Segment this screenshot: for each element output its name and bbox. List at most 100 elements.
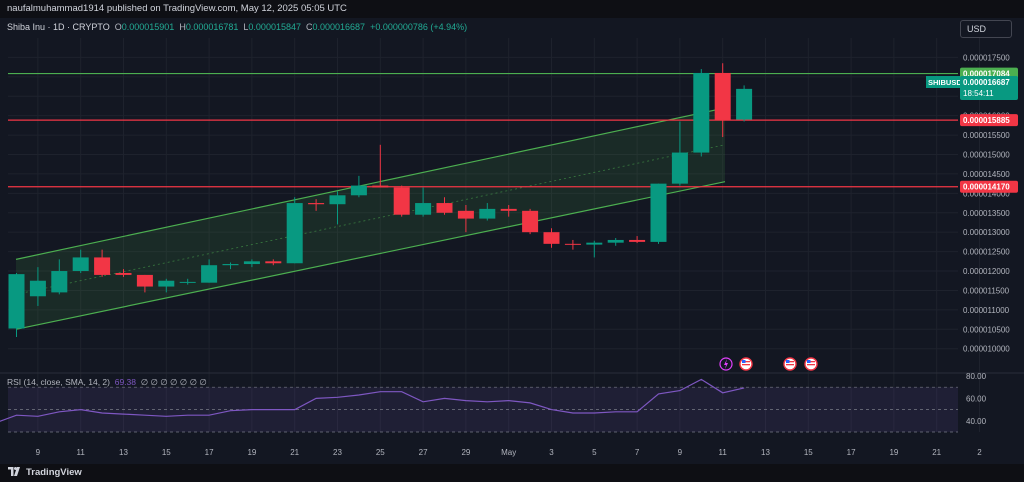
rsi-line: [0, 378, 745, 422]
level-price-tag: [960, 114, 1018, 127]
rsi-tick-label: 80.00: [966, 372, 987, 381]
candle-body: [479, 208, 496, 219]
time-tick-label: 19: [889, 448, 898, 457]
us-flag-icon[interactable]: [783, 357, 797, 371]
candles: [8, 63, 753, 338]
open-label: O: [114, 22, 122, 32]
candle-body: [201, 265, 218, 283]
low-value: 0.000015847: [248, 22, 301, 32]
channel-lower-line: [15, 181, 726, 330]
rsi-placeholders: ∅ ∅ ∅ ∅ ∅ ∅ ∅: [140, 377, 207, 387]
countdown-label: 18:54:11: [963, 89, 994, 98]
price-tick-label: 0.000014500: [963, 170, 1010, 179]
symbol-tag: [926, 75, 960, 88]
rsi-value: 69.38: [114, 377, 136, 387]
time-tick-label: 7: [635, 448, 640, 457]
price-tick-label: 0.000017500: [963, 53, 1010, 62]
candle-body: [372, 185, 389, 188]
rsi-title[interactable]: RSI (14, close, SMA, 14, 2): [7, 377, 110, 387]
us-flag-icon[interactable]: [739, 357, 753, 371]
level-price-label: 0.000015885: [963, 116, 1010, 125]
price-tick-label: 0.000011000: [963, 306, 1010, 315]
price-tick-label: 0.000010500: [963, 325, 1010, 334]
time-tick-label: 17: [205, 448, 214, 457]
tradingview-logo-icon: [8, 467, 20, 476]
open-value: 0.000015901: [121, 22, 175, 32]
level-price-label: 0.000017084: [963, 70, 1010, 79]
low-label: L: [243, 22, 249, 32]
price-tags: 0.000017084 0.000015885 0.000014170 SHIBUSD…: [926, 67, 1018, 193]
time-tick-label: 23: [333, 448, 342, 457]
symbol-tag-label: SHIBUSD: [928, 78, 962, 87]
time-tick-label: 11: [719, 448, 728, 457]
close-value: 0.000016687: [312, 22, 366, 32]
high-value: 0.000016781: [185, 22, 239, 32]
price-tick-label: 0.000011500: [963, 286, 1010, 295]
time-tick-label: 9: [36, 448, 41, 457]
candle-body: [500, 208, 517, 211]
candle-body: [29, 280, 46, 297]
candle-body: [522, 210, 539, 233]
candle-body: [286, 203, 303, 264]
close-label: C: [306, 22, 313, 32]
time-tick-label: 25: [376, 448, 385, 457]
tradingview-brand[interactable]: TradingView: [8, 467, 82, 478]
time-tick-label: 15: [804, 448, 813, 457]
price-tick-label: 0.000013500: [963, 209, 1010, 218]
price-tick-label: 0.000013000: [963, 228, 1010, 237]
chart-frame[interactable]: [0, 18, 1024, 464]
time-tick-label: 2: [977, 448, 982, 457]
candle-body: [436, 203, 453, 213]
candle-body: [629, 239, 646, 242]
candle-body: [179, 281, 196, 283]
us-flag-icon-stripe: [807, 364, 815, 366]
symbol-legend[interactable]: Shiba Inu · 1D · CRYPTO O0.000015901 H0.…: [7, 22, 467, 32]
level-price-label: 0.000014170: [963, 183, 1010, 192]
candle-body: [72, 257, 89, 272]
publish-info: naufalmuhammad1914 published on TradingV…: [7, 3, 347, 14]
us-flag-icon-stripe: [742, 364, 750, 366]
parallel-channel: [15, 107, 726, 330]
us-flag-icon-canton: [742, 360, 746, 363]
candle-body: [736, 88, 753, 120]
channel-upper-line: [15, 107, 726, 260]
candle-body: [457, 210, 474, 219]
candle-body: [393, 187, 410, 215]
price-tick-label: 0.000010000: [963, 345, 1010, 354]
time-tick-label: 19: [247, 448, 256, 457]
rsi-legend[interactable]: RSI (14, close, SMA, 14, 2) 69.38 ∅ ∅ ∅ …: [7, 377, 207, 388]
lightning-icon[interactable]: [719, 357, 733, 371]
candle-body: [222, 264, 239, 266]
publish-header: [0, 0, 1024, 18]
us-flag-icon-stripe: [807, 361, 815, 363]
rsi-tick-label: 60.00: [966, 394, 987, 403]
time-tick-label: 29: [461, 448, 470, 457]
us-flag-icon[interactable]: [804, 357, 818, 371]
current-price-tag: [960, 75, 1018, 100]
level-price-tag: [960, 180, 1018, 193]
symbol-name[interactable]: Shiba Inu · 1D · CRYPTO: [7, 22, 110, 32]
time-tick-label: 21: [932, 448, 941, 457]
time-tick-label: 9: [678, 448, 683, 457]
rsi-tick-label: 40.00: [966, 417, 987, 426]
time-tick-label: 21: [290, 448, 299, 457]
time-tick-label: 3: [549, 448, 554, 457]
time-tick-label: 17: [847, 448, 856, 457]
change-value: +0.000000786 (+4.94%): [370, 22, 468, 32]
candle-body: [543, 232, 560, 244]
time-tick-label: 13: [761, 448, 770, 457]
candle-body: [693, 72, 710, 153]
candle-body: [94, 257, 111, 275]
lightning-icon-bolt: [724, 359, 728, 369]
candle-body: [136, 274, 153, 287]
candle-body: [243, 261, 260, 265]
brand-name: TradingView: [26, 467, 82, 478]
us-flag-icon-stripe: [742, 361, 750, 363]
price-tick-label: 0.000012500: [963, 248, 1010, 257]
time-tick-label: 15: [162, 448, 171, 457]
price-tick-label: 0.000015000: [963, 151, 1010, 160]
event-markers: [719, 357, 818, 371]
rsi-pane: 80.00 60.00 40.00: [0, 372, 1024, 433]
currency-button[interactable]: USD: [960, 20, 1012, 38]
